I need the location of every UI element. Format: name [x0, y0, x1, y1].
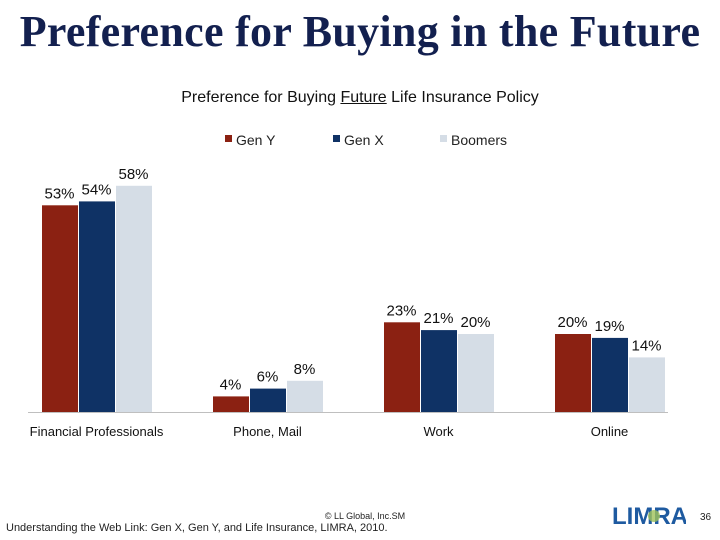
- chart-title-post: Life Insurance Policy: [386, 89, 539, 106]
- data-label: 54%: [81, 181, 111, 198]
- bar-boomers-3: [629, 357, 665, 412]
- bar-boomers-2: [458, 334, 494, 412]
- chart-title-pre: Preference for Buying: [181, 89, 341, 106]
- data-label: 21%: [423, 310, 453, 327]
- legend-swatch-gen-y: [225, 135, 232, 142]
- category-label: Online: [591, 424, 629, 439]
- bar-gen-x-3: [592, 337, 628, 412]
- data-label: 53%: [44, 185, 74, 202]
- category-label: Financial Professionals: [30, 424, 164, 439]
- chart-title-underlined: Future: [340, 89, 387, 106]
- limra-logo: LIMRA: [612, 503, 686, 530]
- logo-dot: [648, 510, 660, 522]
- data-label: 58%: [118, 166, 148, 183]
- bar-boomers-0: [116, 185, 152, 412]
- legend-swatch-boomers: [440, 135, 447, 142]
- data-label: 19%: [594, 318, 624, 335]
- page-number: 36: [700, 512, 712, 523]
- category-label: Work: [423, 424, 454, 439]
- bar-gen-x-0: [79, 201, 115, 412]
- legend-swatch-gen-x: [333, 135, 340, 142]
- source-citation: Understanding the Web Link: Gen X, Gen Y…: [6, 522, 388, 534]
- data-label: 20%: [460, 314, 490, 331]
- bar-gen-y-0: [42, 205, 78, 412]
- bar-boomers-1: [287, 380, 323, 412]
- chart-title: Preference for Buying Future Life Insura…: [0, 89, 720, 107]
- legend-label-boomers: Boomers: [451, 132, 507, 148]
- category-label: Phone, Mail: [233, 424, 302, 439]
- data-label: 8%: [294, 361, 316, 378]
- bar-gen-x-1: [250, 388, 286, 412]
- data-label: 6%: [257, 369, 279, 386]
- data-label: 23%: [386, 302, 416, 319]
- bar-gen-y-3: [555, 334, 591, 412]
- bar-gen-y-2: [384, 322, 420, 412]
- data-label: 14%: [631, 337, 661, 354]
- data-label: 20%: [557, 314, 587, 331]
- data-label: 4%: [220, 376, 242, 393]
- legend-label-gen-y: Gen Y: [236, 132, 276, 148]
- copyright-notice: © LL Global, Inc.SM: [324, 511, 406, 521]
- slide-title: Preference for Buying in the Future: [19, 7, 701, 56]
- bar-gen-x-2: [421, 330, 457, 412]
- legend-label-gen-x: Gen X: [344, 132, 384, 148]
- bar-gen-y-1: [213, 396, 249, 412]
